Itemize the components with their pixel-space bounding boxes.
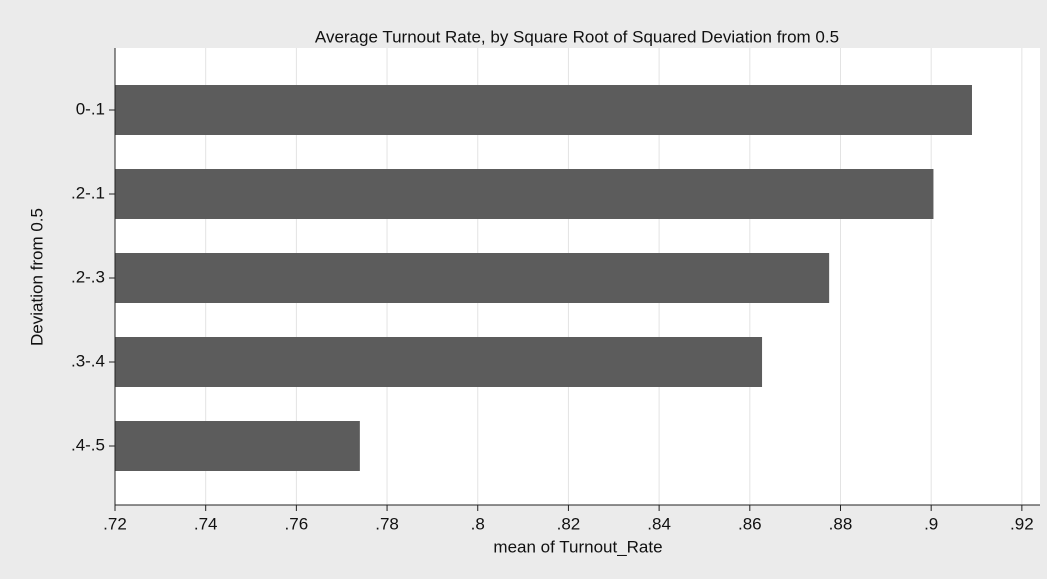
chart-title: Average Turnout Rate, by Square Root of …	[315, 27, 839, 46]
y-axis-title: Deviation from 0.5	[27, 208, 46, 346]
bar	[115, 169, 934, 219]
x-tick-label: .72	[103, 514, 127, 533]
y-tick-label: .2-.3	[71, 267, 105, 286]
bar	[115, 421, 360, 471]
x-tick-label: .78	[375, 514, 399, 533]
x-tick-label: .84	[647, 514, 671, 533]
bar	[115, 85, 972, 135]
y-tick-label: .4-.5	[71, 435, 105, 454]
x-tick-label: .86	[738, 514, 762, 533]
x-tick-label: .82	[557, 514, 581, 533]
x-tick-label: .88	[829, 514, 853, 533]
bar	[115, 253, 830, 303]
x-tick-label: .74	[194, 514, 218, 533]
x-tick-label: .92	[1010, 514, 1034, 533]
x-tick-label: .8	[471, 514, 485, 533]
y-tick-label: .3-.4	[71, 351, 105, 370]
y-tick-label: 0-.1	[76, 99, 105, 118]
x-axis-title: mean of Turnout_Rate	[493, 537, 662, 556]
x-tick-label: .9	[924, 514, 938, 533]
x-tick-label: .76	[285, 514, 309, 533]
y-tick-label: .2-.1	[71, 183, 105, 202]
bar	[115, 337, 763, 387]
